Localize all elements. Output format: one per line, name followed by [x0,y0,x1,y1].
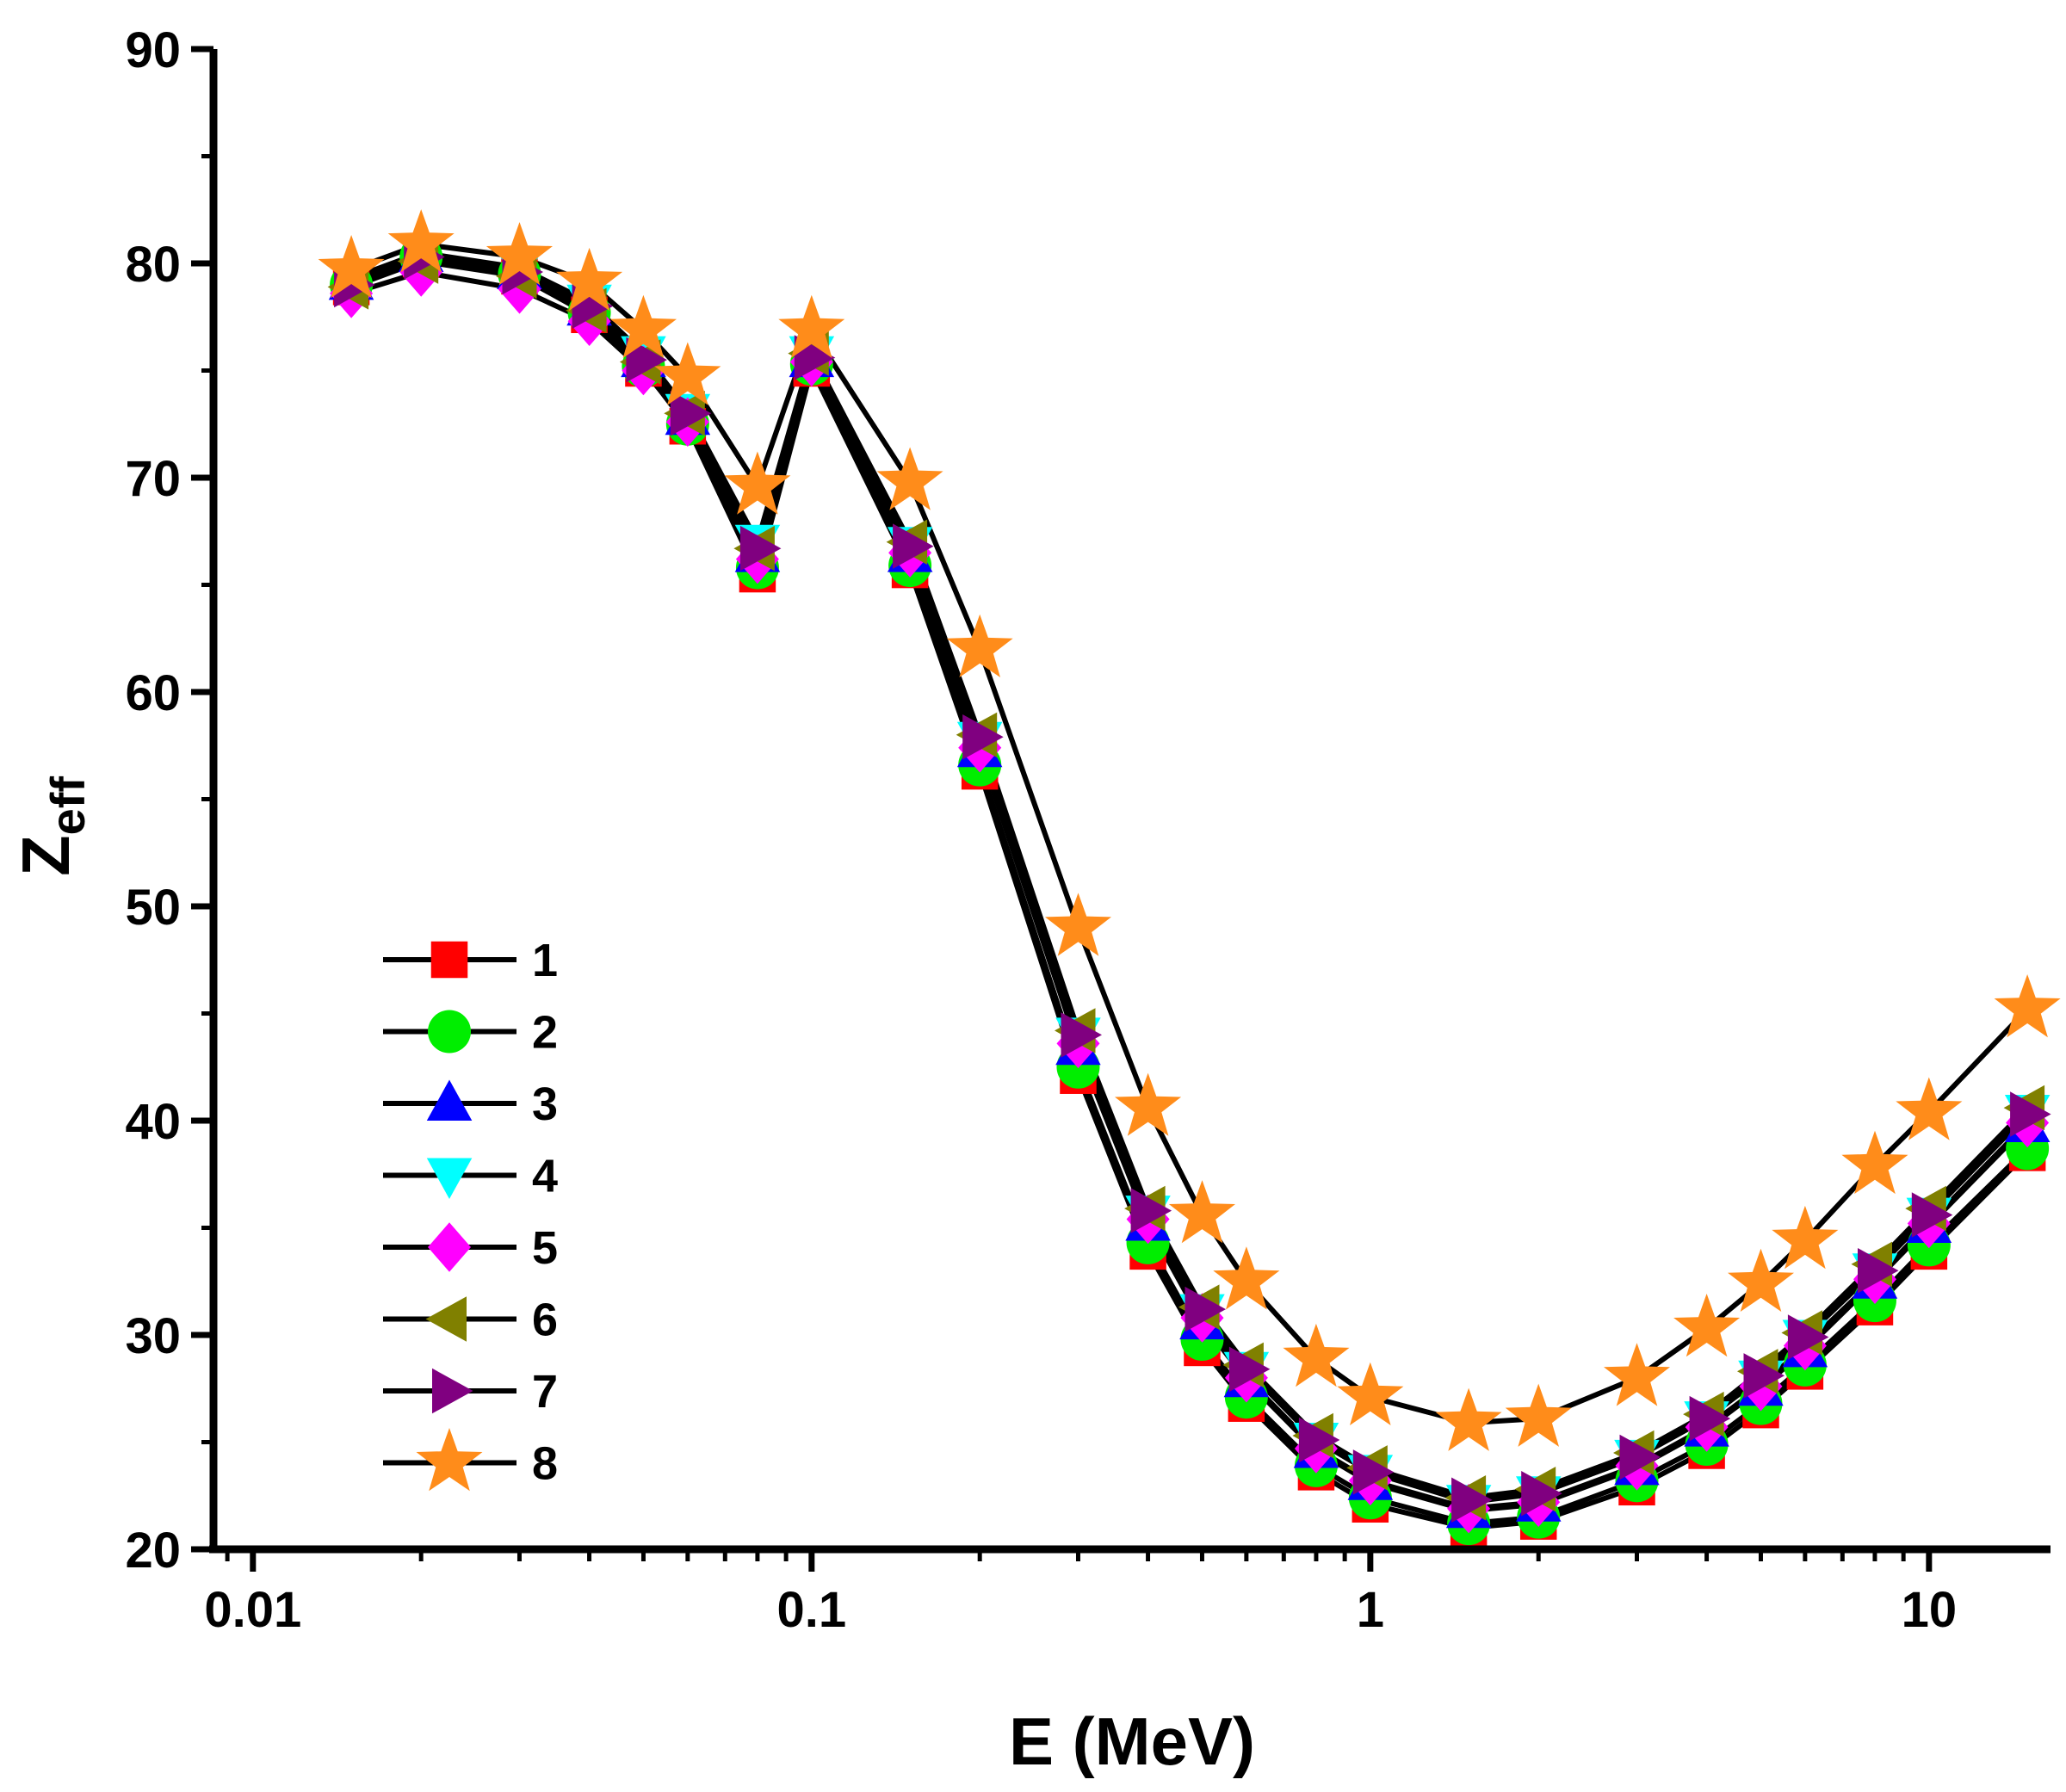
legend-label: 5 [532,1222,558,1274]
legend-item-2: 2 [383,1007,558,1059]
axes [209,49,2051,1554]
y-axis-title-main: Z [8,835,84,876]
legend-marker-square [430,941,468,979]
x-tick-label: 10 [1902,1582,1958,1638]
legend-label: 7 [532,1366,558,1418]
data-point-s7-19 [1689,1395,1731,1442]
data-point-s8-9 [946,614,1013,677]
y-tick-label: 70 [125,451,181,507]
data-point-s8-1 [387,209,455,273]
data-point-s7-21 [1787,1314,1829,1360]
x-tick-label: 0.1 [777,1582,847,1638]
data-point-s7-8 [893,523,934,569]
legend-label: 4 [532,1151,558,1202]
y-tick-label: 50 [125,880,181,936]
legend-label: 1 [532,935,558,986]
data-point-s8-17 [1505,1383,1572,1447]
data-point-s7-12 [1185,1286,1226,1332]
legend-item-6: 6 [383,1295,558,1346]
data-point-s7-9 [962,714,1004,760]
data-point-s8-13 [1213,1246,1280,1310]
legend-marker-diamond [428,1222,471,1272]
data-point-s7-17 [1521,1471,1562,1517]
legend-label: 8 [532,1438,558,1490]
data-point-s7-20 [1743,1353,1785,1399]
data-point-s8-10 [1045,893,1111,956]
data-point-s8-3 [556,247,623,312]
legend-label: 6 [532,1295,558,1346]
legend-marker-triangle-left [425,1296,467,1342]
x-tick-label: 1 [1357,1582,1384,1638]
y-ticks: 20 30 40 50 60 70 80 90 [125,22,213,1579]
data-point-s8-8 [876,447,943,510]
series-line-8 [350,241,2030,1426]
data-point-s8-20 [1728,1248,1794,1312]
data-point-s8-5 [654,342,721,405]
data-point-s8-12 [1168,1180,1235,1244]
data-point-s7-16 [1451,1477,1493,1523]
y-tick-label: 80 [125,237,181,293]
legend-marker-circle [428,1010,471,1054]
x-ticks: 0.01 0.1 1 10 [204,1549,1957,1638]
data-point-s7-13 [1228,1346,1271,1393]
data-point-s7-10 [1061,1012,1102,1058]
data-point-s7-5 [670,391,712,436]
legend-marker-triangle-up [426,1079,473,1121]
legend-label: 3 [532,1078,558,1130]
data-point-s8-11 [1115,1072,1182,1136]
y-tick-label: 90 [125,22,181,78]
y-axis-title: Zeff [8,776,95,876]
legend-item-5: 5 [383,1222,558,1274]
data-point-s7-18 [1619,1434,1661,1480]
data-point-s8-16 [1435,1387,1502,1451]
data-point-s7-23 [1911,1192,1953,1238]
y-tick-label: 20 [125,1523,181,1579]
legend-label: 2 [532,1007,558,1059]
y-tick-label: 40 [125,1094,181,1150]
legend: 1 2 3 4 5 6 7 8 [383,935,558,1492]
y-axis-title-sub: eff [40,776,95,836]
data-point-s8-4 [609,294,677,358]
data-point-s7-6 [739,525,782,572]
data-point-s8-22 [1841,1130,1908,1195]
data-point-s8-0 [318,235,385,299]
y-tick-label: 60 [125,665,181,721]
data-point-s8-15 [1337,1362,1404,1425]
data-point-s8-24 [1994,974,2061,1038]
data-point-s8-2 [486,222,553,286]
data-point-s7-15 [1352,1449,1395,1495]
legend-marker-triangle-down [426,1158,473,1199]
plot-markers [318,209,2061,1547]
data-point-s8-21 [1772,1205,1839,1270]
data-point-s7-24 [2010,1091,2051,1137]
legend-marker-star [416,1428,483,1492]
legend-item-4: 4 [383,1151,558,1202]
legend-item-7: 7 [383,1366,558,1418]
legend-marker-triangle-right [432,1368,473,1414]
x-axis-title: E (MeV) [1009,1703,1255,1779]
data-point-s7-11 [1130,1188,1172,1233]
data-point-s8-23 [1896,1077,1963,1140]
x-tick-label: 0.01 [204,1582,301,1638]
data-point-s8-6 [724,451,791,515]
data-point-s7-22 [1858,1248,1899,1294]
data-point-s8-18 [1604,1343,1670,1406]
data-point-s8-14 [1283,1323,1350,1387]
data-point-s8-19 [1673,1294,1741,1357]
legend-item-3: 3 [383,1078,558,1130]
data-point-s8-7 [778,294,845,358]
y-tick-label: 30 [125,1308,181,1364]
legend-item-1: 1 [383,935,558,986]
data-point-s7-14 [1298,1417,1340,1463]
legend-item-8: 8 [383,1428,558,1492]
